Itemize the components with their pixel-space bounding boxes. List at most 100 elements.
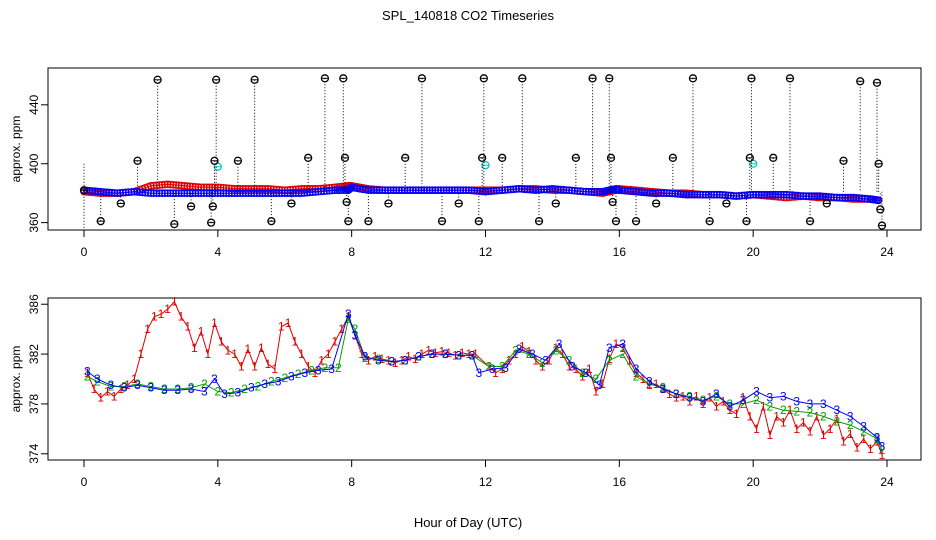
x-tick-label: 4 <box>214 475 221 489</box>
data-point <box>595 187 604 196</box>
spike-point <box>478 153 487 162</box>
series-marker: 1 <box>425 343 432 357</box>
data-point <box>434 186 442 195</box>
data-point <box>517 185 526 193</box>
data-point <box>662 189 671 198</box>
data-point <box>255 189 264 198</box>
series-marker: 1 <box>800 416 807 430</box>
data-point <box>122 188 130 197</box>
x-tick-label: 4 <box>214 245 221 259</box>
data-point <box>161 180 169 189</box>
data-point <box>846 193 855 202</box>
series-marker: 2 <box>740 397 747 411</box>
data-point <box>576 187 585 196</box>
series-marker: 1 <box>646 378 653 392</box>
data-point <box>626 187 635 196</box>
data-point <box>570 186 579 195</box>
data-point <box>738 191 746 200</box>
series-marker: 1 <box>372 350 379 364</box>
data-point <box>467 186 476 195</box>
data-point <box>228 189 236 198</box>
series-marker: 2 <box>107 380 114 394</box>
data-point <box>559 185 568 194</box>
series-marker: 3 <box>860 419 867 433</box>
data-point <box>858 194 866 203</box>
data-point <box>361 185 370 194</box>
data-point <box>830 193 838 202</box>
data-point <box>370 186 378 195</box>
data-point <box>239 189 247 198</box>
series-marker: 1 <box>847 427 854 441</box>
data-point <box>799 192 808 200</box>
series-marker: 1 <box>131 372 138 386</box>
data-point <box>582 187 590 196</box>
spike-point <box>153 75 162 84</box>
y-axis-label: approx. ppm <box>9 116 23 183</box>
series-marker: 1 <box>733 407 740 421</box>
spike-point <box>611 217 621 226</box>
series-marker: 1 <box>693 389 700 403</box>
spike-point <box>384 199 393 208</box>
series-marker: 1 <box>325 347 332 361</box>
series-marker: 1 <box>874 434 881 448</box>
data-point <box>110 189 119 197</box>
data-point <box>492 186 501 195</box>
data-point <box>718 191 727 199</box>
spike-point <box>518 74 527 83</box>
data-point <box>810 192 819 200</box>
plot-frame <box>47 67 922 231</box>
data-point <box>102 188 111 197</box>
series-marker: 2 <box>807 406 814 420</box>
data-point <box>646 189 654 197</box>
data-point <box>635 188 643 196</box>
data-point <box>690 190 699 199</box>
series-marker: 1 <box>124 378 131 392</box>
data-point <box>384 186 392 195</box>
series-marker: 1 <box>298 347 305 361</box>
data-point <box>735 192 744 200</box>
spike-point <box>212 75 221 84</box>
data-point <box>766 190 774 199</box>
data-point <box>707 190 716 199</box>
series-marker: 1 <box>271 362 278 376</box>
data-point <box>266 189 275 198</box>
data-point <box>796 192 805 200</box>
series-marker: 2 <box>847 418 854 432</box>
y-tick-label: 374 <box>27 443 41 463</box>
spike-point <box>474 217 483 226</box>
series-spikes <box>79 74 887 230</box>
data-point <box>615 186 624 195</box>
data-point <box>587 187 596 196</box>
y-tick-label: 386 <box>27 294 41 314</box>
data-point <box>476 187 484 196</box>
data-point <box>640 188 649 197</box>
spike-point <box>747 74 756 83</box>
plot-frame <box>47 297 922 461</box>
series-marker: 1 <box>445 346 452 360</box>
data-point <box>782 190 791 199</box>
data-point <box>648 189 657 198</box>
spike-point <box>631 217 641 226</box>
series-marker: 1 <box>245 342 252 356</box>
data-point <box>860 194 869 203</box>
data-point <box>838 193 847 202</box>
series-marker: 2 <box>539 356 546 370</box>
series-marker: 1 <box>506 353 513 367</box>
series-marker: 3 <box>489 362 496 376</box>
series-marker: 1 <box>673 391 680 405</box>
series-marker: 1 <box>265 357 272 371</box>
series-marker: 1 <box>653 377 660 391</box>
chart-title: SPL_140818 CO2 Timeseries <box>382 8 554 23</box>
data-point <box>503 185 512 194</box>
series-marker: 1 <box>358 347 365 361</box>
series-marker: 2 <box>633 370 640 384</box>
data-point <box>261 189 270 198</box>
series-marker: 1 <box>432 346 439 360</box>
series-marker: 2 <box>512 343 519 357</box>
series-marker: 3 <box>94 372 101 386</box>
data-point <box>715 190 724 199</box>
series-marker: 1 <box>117 382 124 396</box>
data-point <box>406 186 415 195</box>
series-marker: 2 <box>228 386 235 400</box>
series-marker: 1 <box>144 322 151 336</box>
